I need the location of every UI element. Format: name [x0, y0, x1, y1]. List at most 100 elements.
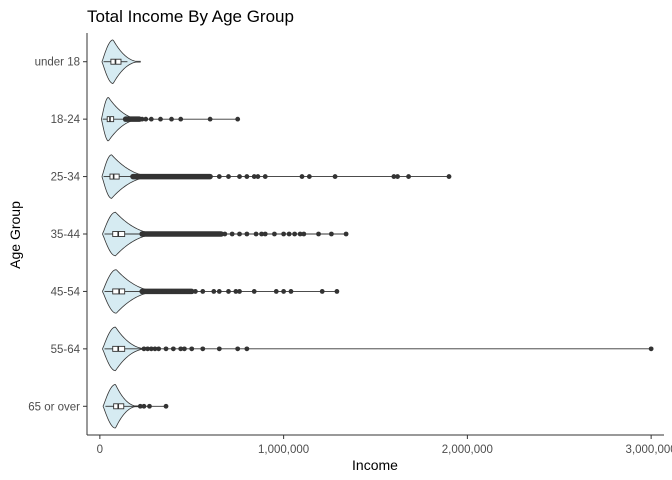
group-25-34	[101, 154, 452, 199]
outlier-point	[262, 174, 268, 179]
group-35-44	[102, 211, 349, 257]
outlier-point	[648, 346, 654, 352]
outlier-point	[316, 231, 321, 237]
outlier-point	[301, 231, 307, 237]
outlier-point	[319, 289, 325, 294]
outlier-point	[226, 289, 231, 294]
x-tick-label: 2,000,000	[442, 444, 493, 456]
outlier-point	[253, 231, 259, 237]
outlier-point	[343, 231, 349, 237]
outlier-point	[193, 289, 198, 294]
y-tick-label: 55-64	[51, 344, 81, 356]
outlier-point	[145, 346, 151, 352]
outlier-point	[152, 289, 158, 294]
outlier-point	[200, 346, 206, 352]
y-tick-label: 65 or over	[28, 401, 80, 413]
outlier-point	[237, 174, 242, 179]
outlier-point	[288, 289, 294, 294]
outlier-point	[235, 346, 241, 352]
outlier-point	[262, 231, 268, 237]
x-axis-label: Income	[352, 457, 398, 473]
outlier-point	[251, 289, 257, 294]
outlier-point	[391, 174, 397, 179]
outlier-point	[141, 403, 147, 409]
outlier-point	[178, 116, 184, 122]
y-ticks: 65 or over 55-64 45-54 35-44 25-34 18-24 under…	[28, 57, 87, 413]
outlier-point	[170, 289, 176, 294]
outlier-point	[158, 116, 163, 122]
y-tick-label: under 18	[35, 57, 80, 69]
outlier-point	[281, 231, 287, 237]
outlier-point	[406, 174, 411, 179]
x-tick-label: 1,000,000	[258, 444, 309, 456]
group-45-54	[102, 269, 340, 314]
chart-title: Total Income By Age Group	[87, 7, 294, 26]
outlier-point	[244, 174, 250, 179]
y-tick-label: 18-24	[51, 114, 81, 126]
outlier-point	[141, 346, 147, 352]
group-under-18	[101, 39, 141, 84]
outlier-point	[163, 403, 169, 409]
outlier-point	[255, 174, 261, 179]
outlier-point	[251, 174, 257, 179]
group-65-or-over	[102, 384, 169, 429]
outlier-point	[156, 346, 162, 352]
outlier-point	[169, 116, 174, 122]
outlier-point	[272, 231, 277, 237]
plot-groups	[101, 39, 654, 429]
group-18-24	[101, 96, 241, 142]
outlier-point	[332, 174, 338, 179]
outlier-point	[207, 116, 213, 122]
outlier-point	[181, 346, 187, 352]
outlier-point	[211, 289, 217, 294]
outlier-point	[216, 174, 222, 179]
outlier-point	[281, 289, 287, 294]
outlier-point	[139, 116, 145, 122]
outlier-point	[148, 116, 154, 122]
outlier-point	[163, 346, 169, 352]
outlier-point	[297, 231, 303, 237]
x-tick-label: 0	[97, 444, 103, 456]
group-55-64	[102, 326, 654, 372]
outlier-point	[233, 289, 239, 294]
outlier-point	[244, 231, 250, 237]
y-tick-label: 45-54	[51, 286, 81, 298]
outlier-point	[152, 346, 158, 352]
x-ticks: 0 1,000,000 2,000,000 3,000,000	[97, 435, 672, 456]
outlier-point	[170, 346, 176, 352]
outlier-point	[292, 231, 298, 237]
y-tick-label: 35-44	[51, 229, 81, 241]
outlier-point	[237, 289, 242, 294]
outlier-point	[244, 346, 250, 352]
outlier-point	[185, 289, 191, 294]
outlier-point	[200, 289, 206, 294]
box	[109, 173, 120, 180]
outlier-point	[299, 174, 305, 179]
outlier-point	[222, 231, 228, 237]
outlier-point	[180, 289, 185, 294]
outlier-point	[446, 174, 452, 179]
outlier-point	[178, 346, 184, 352]
outlier-point	[286, 231, 292, 237]
outlier-point	[259, 231, 264, 237]
outlier-point	[161, 289, 167, 294]
outlier-point	[189, 289, 195, 294]
outlier-point	[216, 289, 222, 294]
outlier-point	[395, 174, 400, 179]
outlier-point	[334, 289, 340, 294]
outlier-point	[147, 403, 152, 409]
y-axis-label: Age Group	[7, 201, 23, 269]
outlier-point	[189, 346, 195, 352]
outlier-point	[237, 231, 242, 237]
outlier-point	[137, 403, 143, 409]
outlier-point	[143, 116, 149, 122]
outlier-point	[306, 174, 312, 179]
outlier-point	[226, 174, 231, 179]
outlier-point	[273, 289, 279, 294]
x-tick-label: 3,000,000	[626, 444, 672, 456]
outlier-point	[143, 289, 149, 294]
outlier-point	[229, 231, 235, 237]
outlier-point	[235, 116, 241, 122]
outlier-point	[328, 231, 334, 237]
